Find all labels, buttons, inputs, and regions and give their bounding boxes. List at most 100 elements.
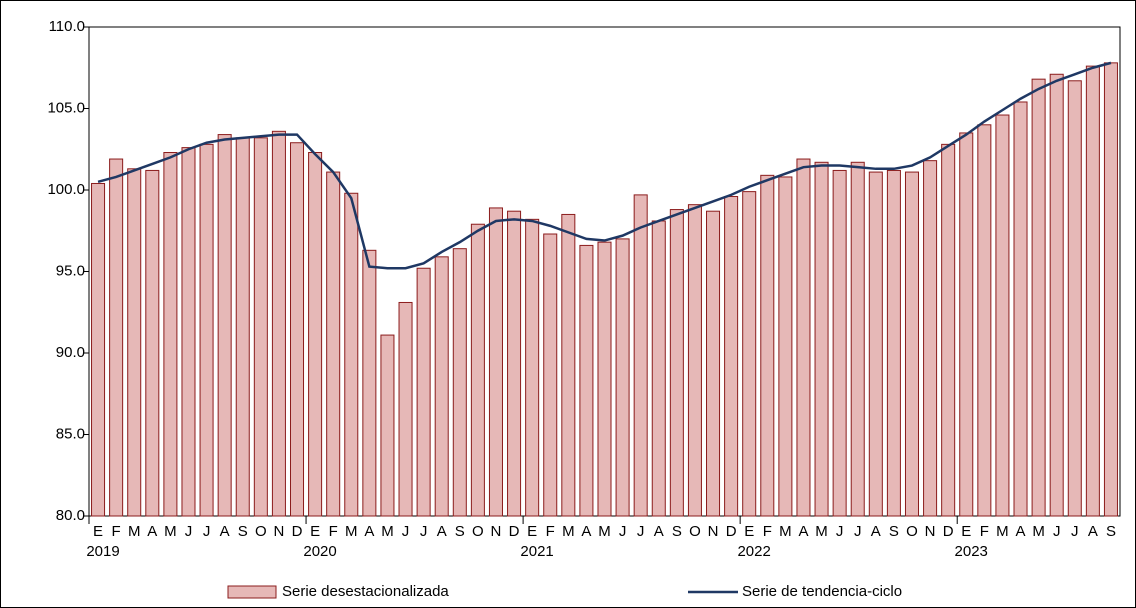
x-tick-label: N bbox=[491, 523, 502, 540]
bar bbox=[235, 137, 250, 517]
bar bbox=[814, 161, 829, 517]
y-tick-label: 85.0 bbox=[56, 425, 85, 442]
x-tick-label: E bbox=[961, 523, 971, 540]
y-tick-label: 100.0 bbox=[47, 181, 85, 198]
y-tick-label: 80.0 bbox=[56, 507, 85, 524]
x-tick-label: A bbox=[1016, 523, 1026, 540]
x-tick-label: J bbox=[420, 523, 428, 540]
bar bbox=[488, 207, 503, 517]
bar bbox=[1067, 80, 1082, 517]
x-tick-label: D bbox=[509, 523, 520, 540]
x-tick-label: N bbox=[708, 523, 719, 540]
x-tick-label: E bbox=[527, 523, 537, 540]
bar bbox=[615, 238, 630, 517]
y-tick-label: 95.0 bbox=[56, 262, 85, 279]
bar bbox=[163, 152, 178, 517]
bar bbox=[452, 248, 467, 517]
bar bbox=[597, 241, 612, 517]
bar bbox=[651, 220, 666, 517]
bar bbox=[778, 176, 793, 517]
bar bbox=[109, 158, 124, 517]
bar bbox=[995, 114, 1010, 517]
bar bbox=[868, 171, 883, 517]
x-tick-label: S bbox=[455, 523, 465, 540]
y-tick-label: 105.0 bbox=[47, 99, 85, 116]
x-tick-label: M bbox=[779, 523, 792, 540]
bar bbox=[470, 223, 485, 517]
x-tick-label: E bbox=[310, 523, 320, 540]
x-tick-label: A bbox=[871, 523, 881, 540]
bar bbox=[1103, 62, 1118, 517]
bar bbox=[344, 192, 359, 517]
bar bbox=[941, 143, 956, 517]
bar bbox=[633, 194, 648, 517]
trend-line bbox=[97, 61, 1112, 270]
bar bbox=[362, 249, 377, 517]
bar bbox=[1013, 101, 1028, 517]
x-tick-label: F bbox=[546, 523, 555, 540]
x-tick-label: J bbox=[1071, 523, 1079, 540]
x-tick-label: S bbox=[238, 523, 248, 540]
x-tick-label: A bbox=[1088, 523, 1098, 540]
x-tick-label: A bbox=[147, 523, 157, 540]
bar bbox=[380, 334, 395, 517]
bar bbox=[525, 218, 540, 517]
y-tick-label: 90.0 bbox=[56, 344, 85, 361]
x-tick-label: J bbox=[185, 523, 193, 540]
legend-label: Serie de tendencia-ciclo bbox=[742, 583, 902, 600]
bar bbox=[561, 213, 576, 517]
x-tick-label: M bbox=[381, 523, 394, 540]
x-tick-label: S bbox=[672, 523, 682, 540]
x-tick-label: M bbox=[345, 523, 358, 540]
bar bbox=[199, 143, 214, 517]
bar bbox=[127, 168, 142, 517]
x-tick-label: O bbox=[689, 523, 701, 540]
x-tick-label: J bbox=[402, 523, 410, 540]
x-tick-label: J bbox=[637, 523, 645, 540]
bar bbox=[289, 142, 305, 517]
x-tick-label: A bbox=[654, 523, 664, 540]
x-tick-label: M bbox=[598, 523, 611, 540]
bar bbox=[923, 160, 938, 517]
x-tick-label: O bbox=[906, 523, 918, 540]
x-tick-label: J bbox=[619, 523, 627, 540]
bar bbox=[904, 171, 920, 517]
x-tick-label: O bbox=[255, 523, 267, 540]
year-label: 2023 bbox=[955, 543, 988, 560]
bar bbox=[669, 209, 684, 517]
x-tick-label: J bbox=[854, 523, 862, 540]
bar bbox=[181, 147, 196, 517]
bar bbox=[253, 137, 268, 517]
bar bbox=[416, 267, 431, 517]
x-tick-label: J bbox=[1053, 523, 1061, 540]
x-tick-label: D bbox=[943, 523, 954, 540]
bar bbox=[832, 169, 847, 517]
bar bbox=[543, 233, 558, 517]
x-tick-label: M bbox=[164, 523, 177, 540]
legend-swatch bbox=[227, 585, 277, 599]
x-tick-label: J bbox=[203, 523, 211, 540]
x-tick-label: S bbox=[889, 523, 899, 540]
x-tick-label: A bbox=[220, 523, 230, 540]
legend-label: Serie desestacionalizada bbox=[282, 583, 449, 600]
x-tick-label: E bbox=[93, 523, 103, 540]
bar bbox=[271, 130, 286, 517]
x-tick-label: M bbox=[996, 523, 1009, 540]
x-tick-label: A bbox=[798, 523, 808, 540]
year-label: 2022 bbox=[737, 543, 770, 560]
bar bbox=[687, 204, 702, 517]
x-tick-label: F bbox=[763, 523, 772, 540]
x-tick-label: F bbox=[112, 523, 121, 540]
x-tick-label: S bbox=[1106, 523, 1116, 540]
x-tick-label: D bbox=[292, 523, 303, 540]
bar bbox=[434, 256, 449, 517]
year-label: 2020 bbox=[303, 543, 336, 560]
bar bbox=[91, 182, 106, 517]
x-tick-label: E bbox=[744, 523, 754, 540]
bar bbox=[145, 169, 160, 517]
bar bbox=[507, 210, 522, 517]
bar bbox=[850, 161, 865, 517]
x-tick-label: M bbox=[815, 523, 828, 540]
x-tick-label: J bbox=[836, 523, 844, 540]
